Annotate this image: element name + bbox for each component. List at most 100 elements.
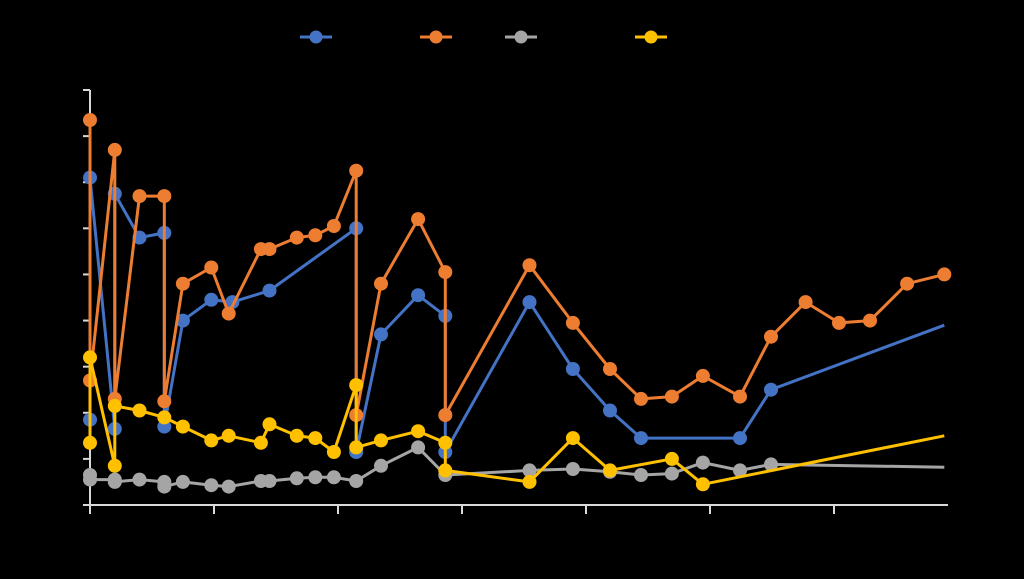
series-1-point-28 xyxy=(764,329,778,344)
series-1-point-33 xyxy=(937,267,952,282)
series-3-point-20 xyxy=(522,474,537,489)
series-1-point-25 xyxy=(664,389,679,404)
series-3-point-17 xyxy=(411,424,426,439)
series-2-point-3 xyxy=(107,474,122,489)
series-0-point-18 xyxy=(565,362,580,376)
series-3-point-22 xyxy=(603,463,617,478)
series-1-point-14 xyxy=(326,219,341,233)
series-3-point-23 xyxy=(664,451,679,466)
series-3-point-0 xyxy=(83,435,97,450)
plot-area xyxy=(83,113,952,494)
series-1-point-21 xyxy=(522,258,537,273)
series-2-point-20 xyxy=(565,462,580,476)
series-2-point-26 xyxy=(764,457,778,472)
series-1-point-17 xyxy=(374,276,388,291)
legend xyxy=(300,30,667,44)
series-2-point-1 xyxy=(83,472,97,487)
series-1-point-8 xyxy=(204,260,219,275)
series-3-point-14 xyxy=(349,378,364,393)
series-0-point-19 xyxy=(603,403,617,418)
series-1-point-18 xyxy=(411,212,426,227)
series-2-point-11 xyxy=(262,474,277,488)
series-0-point-22 xyxy=(764,382,778,397)
series-3-point-13 xyxy=(326,445,341,459)
series-2-point-25 xyxy=(733,463,747,478)
series-0-point-10 xyxy=(262,283,277,298)
series-2-point-14 xyxy=(326,470,341,485)
legend-item-0 xyxy=(300,30,332,44)
series-1-point-15 xyxy=(349,163,364,178)
series-1-point-5 xyxy=(157,189,172,204)
series-2-point-15 xyxy=(349,474,364,488)
series-1-point-6 xyxy=(157,394,172,409)
series-1-point-13 xyxy=(308,228,323,243)
series-1-point-24 xyxy=(634,391,648,406)
series-3-point-5 xyxy=(157,410,172,425)
series-1-point-11 xyxy=(262,242,277,257)
series-3-point-3 xyxy=(107,398,122,413)
series-line-2 xyxy=(88,445,945,489)
series-0-point-21 xyxy=(733,431,747,446)
series-0-point-13 xyxy=(374,327,388,342)
series-3-point-10 xyxy=(262,417,277,432)
series-3-point-18 xyxy=(438,435,453,450)
series-3-point-21 xyxy=(565,431,580,446)
series-3-point-11 xyxy=(289,428,304,443)
series-3-point-9 xyxy=(253,435,268,450)
series-1-point-27 xyxy=(733,389,747,404)
series-3-point-24 xyxy=(695,477,710,492)
series-0-point-8 xyxy=(204,292,219,307)
series-line-1 xyxy=(88,120,945,417)
series-1-point-30 xyxy=(832,315,846,330)
series-0-point-17 xyxy=(522,295,537,310)
series-3-point-15 xyxy=(349,440,364,455)
series-2-point-12 xyxy=(289,471,304,486)
legend-item-2 xyxy=(505,30,537,44)
series-0-point-14 xyxy=(411,288,426,303)
series-2-point-17 xyxy=(411,440,426,455)
series-3-point-6 xyxy=(175,419,190,434)
series-2-point-22 xyxy=(634,468,648,482)
series-2-point-24 xyxy=(695,455,710,470)
series-1-point-31 xyxy=(863,313,877,328)
series-1-point-12 xyxy=(289,230,304,245)
series-1-point-32 xyxy=(900,276,915,291)
series-1-point-20 xyxy=(438,408,453,423)
series-1-point-0 xyxy=(83,113,97,127)
series-2-point-23 xyxy=(664,466,679,481)
series-2-point-4 xyxy=(132,472,147,487)
series-2-point-9 xyxy=(221,479,236,494)
legend-item-3 xyxy=(635,30,667,44)
series-2-point-6 xyxy=(157,479,172,494)
series-3-point-16 xyxy=(374,433,388,448)
series-1-point-19 xyxy=(438,265,453,280)
series-2-point-19 xyxy=(522,463,537,478)
legend-marker-2 xyxy=(514,30,528,44)
series-3-point-8 xyxy=(221,428,236,443)
series-1-point-9 xyxy=(221,306,236,321)
legend-marker-1 xyxy=(429,30,443,44)
legend-item-1 xyxy=(420,30,452,44)
series-2-point-8 xyxy=(204,478,219,493)
legend-marker-3 xyxy=(644,30,658,44)
series-3-point-12 xyxy=(308,431,323,446)
series-2-point-7 xyxy=(175,474,190,489)
series-2-point-13 xyxy=(308,470,323,485)
series-1-point-26 xyxy=(695,368,710,383)
series-0-point-7 xyxy=(175,313,190,328)
series-1-point-2 xyxy=(107,142,122,157)
series-3-point-7 xyxy=(204,433,219,448)
series-0-point-20 xyxy=(634,431,648,446)
series-3-point-19 xyxy=(438,463,453,478)
series-3-point-1 xyxy=(83,350,97,365)
series-3-point-2 xyxy=(107,458,122,473)
series-3-point-4 xyxy=(132,403,147,418)
legend-marker-0 xyxy=(309,30,323,44)
series-1-point-22 xyxy=(565,315,580,330)
series-1-point-29 xyxy=(798,295,813,310)
series-1-point-4 xyxy=(132,189,147,204)
series-1-point-7 xyxy=(175,276,190,291)
series-1-point-23 xyxy=(603,362,617,376)
